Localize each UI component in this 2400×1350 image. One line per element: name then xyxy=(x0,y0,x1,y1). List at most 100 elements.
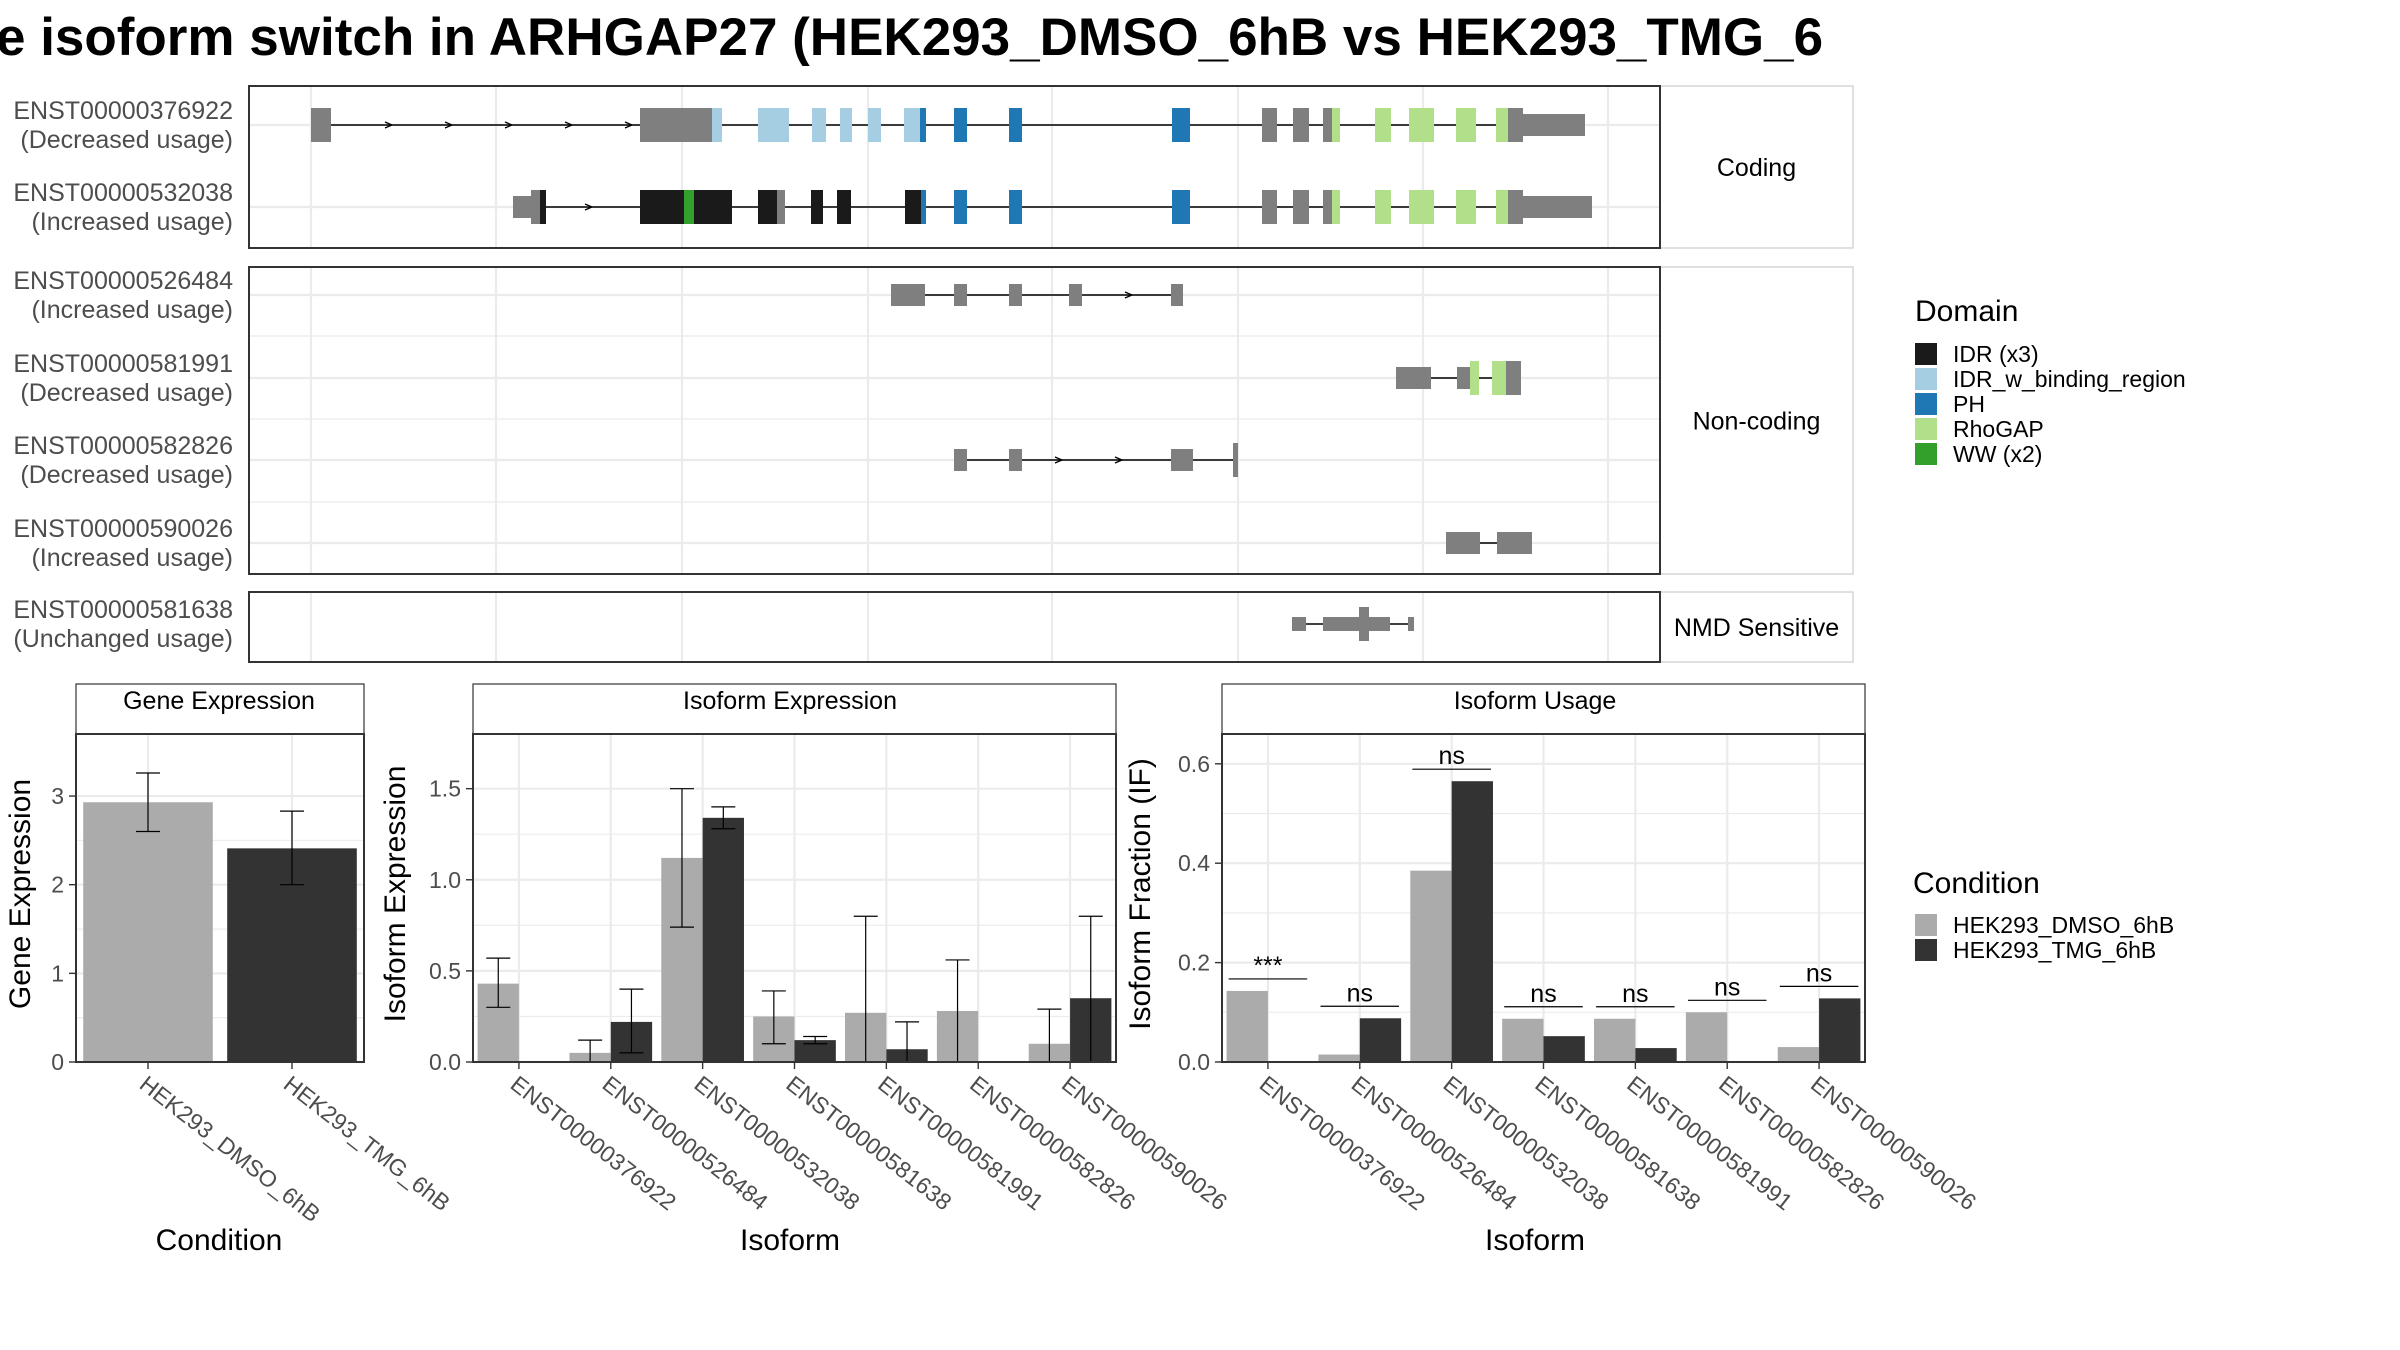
x-tick-label: ENST00000581991 xyxy=(873,1070,1048,1215)
strand-arrow xyxy=(584,203,594,211)
x-tick-label: ENST00000376922 xyxy=(1255,1070,1430,1215)
exon-block xyxy=(1171,449,1193,471)
gene-expression-x-label: Condition xyxy=(156,1224,283,1257)
bar xyxy=(1543,1036,1585,1062)
x-tick-label: ENST00000376922 xyxy=(506,1070,681,1215)
domain-RhoGAP-block xyxy=(1470,361,1479,395)
isoform-usage-strip-label: Isoform Usage xyxy=(1454,687,1617,715)
transcript-ENST00000581638: ENST00000581638(Unchanged usage) xyxy=(13,596,1414,653)
domain-RhoGAP-block xyxy=(1409,190,1434,224)
x-tick-label: ENST00000526484 xyxy=(598,1070,773,1215)
domain-PH-block xyxy=(1009,108,1022,142)
exon-block xyxy=(311,108,331,142)
transcript-id-label: ENST00000376922 xyxy=(13,97,233,125)
panel-border xyxy=(248,266,1661,575)
x-tick-label: ENST00000532038 xyxy=(690,1070,865,1215)
isoform-usage-x-label: Isoform xyxy=(1485,1224,1585,1257)
y-tick-label: 0.5 xyxy=(429,958,461,984)
exon-block xyxy=(1457,367,1470,389)
exon-block xyxy=(640,108,712,142)
panel-background xyxy=(249,592,1660,662)
domain-RhoGAP-block xyxy=(1456,190,1476,224)
domain-RhoGAP-block xyxy=(1409,108,1434,142)
exon-block xyxy=(1396,367,1431,389)
strand-arrow xyxy=(1124,291,1134,299)
significance-label: *** xyxy=(1253,952,1282,980)
bar xyxy=(1685,1012,1728,1062)
isoform-usage-y-label: Isoform Fraction (IF) xyxy=(1124,758,1157,1030)
strand-arrow xyxy=(624,121,634,129)
y-tick-label: 1.0 xyxy=(429,867,461,893)
y-tick-label: 1 xyxy=(51,960,64,986)
legend-swatch-PH xyxy=(1915,393,1937,415)
panel-strip xyxy=(1659,591,1854,663)
significance-label: ns xyxy=(1622,980,1648,1008)
legend-swatch-IDR_w_binding_region xyxy=(1915,368,1937,390)
domain-IDR-block xyxy=(811,190,823,224)
domain-IDR-block xyxy=(694,190,732,224)
transcript-usage-label: (Decreased usage) xyxy=(20,379,233,407)
transcript-id-label: ENST00000526484 xyxy=(13,267,233,295)
domain-IDR-block xyxy=(837,190,851,224)
transcript-id-label: ENST00000590026 xyxy=(13,515,233,543)
legend-item-label: IDR (x3) xyxy=(1953,341,2039,367)
legend-item-label: RhoGAP xyxy=(1953,416,2044,442)
isoform-expression-x-label: Isoform xyxy=(740,1224,840,1257)
domain-IDR_w_binding_region-block xyxy=(812,108,826,142)
transcript-ENST00000526484: ENST00000526484(Increased usage) xyxy=(13,267,1183,324)
legend-swatch-dmso xyxy=(1915,914,1937,936)
exon-block xyxy=(954,449,967,471)
exon-block xyxy=(1323,190,1332,224)
exon-block xyxy=(1293,190,1309,224)
exon-block xyxy=(1009,449,1022,471)
domain-legend: Domain IDR (x3)IDR_w_binding_regionPHRhoG… xyxy=(1915,295,2186,467)
domain-PH-block xyxy=(1172,108,1190,142)
strand-arrow xyxy=(1114,456,1124,464)
domain-RhoGAP-block xyxy=(1375,108,1391,142)
exon-block xyxy=(1508,108,1523,142)
transcript-usage-label: (Increased usage) xyxy=(31,544,233,572)
bar xyxy=(1226,990,1268,1062)
transcript-ENST00000532038: ENST00000532038(Increased usage) xyxy=(13,179,1592,236)
panel-background xyxy=(249,267,1660,574)
panel-strip-label: Non-coding xyxy=(1693,408,1821,436)
exon-block xyxy=(1506,361,1521,395)
domain-WW-block xyxy=(684,190,694,224)
y-tick-label: 0.2 xyxy=(1178,950,1210,976)
domain-RhoGAP-block xyxy=(1332,190,1340,224)
panel-strip xyxy=(1659,85,1854,249)
significance-label: ns xyxy=(1438,742,1464,770)
figure-title: e isoform switch in ARHGAP27 (HEK293_DMS… xyxy=(0,8,1823,67)
significance-label: ns xyxy=(1714,973,1740,1001)
exon-block xyxy=(1369,617,1390,631)
exon-block xyxy=(1262,108,1277,142)
plot-border xyxy=(472,733,1117,1063)
exon-block xyxy=(1508,190,1523,224)
exon-block xyxy=(1262,190,1277,224)
isoform-expression-y-label: Isoform Expression xyxy=(379,766,412,1023)
strand-arrow xyxy=(384,121,394,129)
structure-panel: Coding xyxy=(249,85,1854,249)
y-tick-label: 0.6 xyxy=(1178,751,1210,777)
legend-swatch-RhoGAP xyxy=(1915,418,1937,440)
exon-block xyxy=(1171,284,1183,306)
transcript-ENST00000590026: ENST00000590026(Increased usage) xyxy=(13,515,1532,572)
significance-label: ns xyxy=(1347,979,1373,1007)
domain-PH-block xyxy=(921,190,926,224)
exon-block xyxy=(891,284,925,306)
panel-strip-label: NMD Sensitive xyxy=(1674,614,1839,642)
exon-block xyxy=(1233,443,1238,477)
exon-block xyxy=(777,190,785,224)
chart-strip xyxy=(75,683,365,735)
panel-strip xyxy=(1659,266,1854,575)
domain-RhoGAP-block xyxy=(1496,108,1508,142)
domain-IDR-block xyxy=(640,190,684,224)
bar xyxy=(1777,1047,1820,1062)
domain-IDR-block xyxy=(540,190,546,224)
bar xyxy=(1359,1018,1402,1062)
x-tick-label: ENST00000581991 xyxy=(1622,1070,1797,1215)
domain-IDR-block xyxy=(758,190,777,224)
legend-swatch-tmg xyxy=(1915,939,1937,961)
x-tick-label: ENST00000590026 xyxy=(1806,1070,1981,1215)
